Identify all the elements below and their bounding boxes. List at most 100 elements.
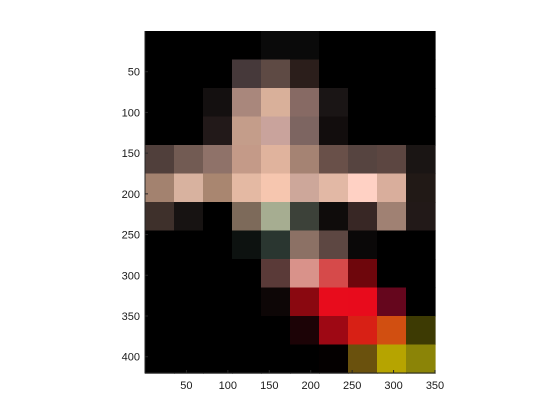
y-tick-label: 400 xyxy=(122,352,140,364)
heatmap-cell xyxy=(232,31,262,61)
heatmap-cell xyxy=(290,230,320,260)
heatmap-cell xyxy=(377,287,407,317)
heatmap-cell xyxy=(174,287,204,317)
x-tick-label: 300 xyxy=(384,380,402,392)
y-tick-label: 50 xyxy=(128,67,140,79)
heatmap-cell xyxy=(203,88,233,118)
heatmap-cell xyxy=(232,344,262,374)
heatmap-cell xyxy=(406,59,436,89)
heatmap-cell xyxy=(406,287,436,317)
heatmap-cell xyxy=(406,259,436,289)
heatmap-cell xyxy=(232,59,262,89)
heatmap-cell xyxy=(377,59,407,89)
heatmap-cell xyxy=(261,145,291,175)
heatmap-cell xyxy=(174,88,204,118)
heatmap-cell xyxy=(145,173,175,203)
heatmap-cell xyxy=(377,173,407,203)
heatmap-cell xyxy=(145,59,175,89)
heatmap-cell xyxy=(261,173,291,203)
heatmap-cell xyxy=(319,88,349,118)
heatmap-cell xyxy=(145,316,175,346)
heatmap-cell xyxy=(290,173,320,203)
y-tick-label: 200 xyxy=(122,189,140,201)
heatmap-cell xyxy=(348,230,378,260)
heatmap-cell xyxy=(145,259,175,289)
heatmap-cell xyxy=(145,116,175,146)
heatmap-cell xyxy=(290,88,320,118)
heatmap-cell xyxy=(290,316,320,346)
y-tick-label: 300 xyxy=(122,270,140,282)
heatmap-cell xyxy=(348,287,378,317)
heatmap-cell xyxy=(348,116,378,146)
axis-lines xyxy=(144,31,435,374)
heatmap-cell xyxy=(319,116,349,146)
heatmap-cell xyxy=(174,145,204,175)
heatmap-cell xyxy=(319,316,349,346)
y-tick-label: 150 xyxy=(122,148,140,160)
heatmap-cell xyxy=(174,259,204,289)
heatmap-cell xyxy=(406,145,436,175)
heatmap-cell xyxy=(261,344,291,374)
heatmap-cell xyxy=(261,259,291,289)
heatmap-cell xyxy=(406,316,436,346)
heatmap-cell xyxy=(145,287,175,317)
heatmap-cell xyxy=(348,145,378,175)
heatmap-cell xyxy=(348,259,378,289)
heatmap-cell xyxy=(290,202,320,232)
heatmap-cell xyxy=(203,59,233,89)
heatmap-cell xyxy=(174,173,204,203)
heatmap-cell xyxy=(261,31,291,61)
heatmap-cell xyxy=(232,145,262,175)
heatmap-cell xyxy=(232,202,262,232)
heatmap-cell xyxy=(261,287,291,317)
heatmap-cell xyxy=(145,230,175,260)
heatmap-cell xyxy=(290,344,320,374)
heatmap-cell xyxy=(145,344,175,374)
heatmap-cell xyxy=(232,88,262,118)
heatmap-cell xyxy=(319,230,349,260)
heatmap-cell xyxy=(377,230,407,260)
heatmap-cell xyxy=(377,88,407,118)
heatmap-cell xyxy=(319,145,349,175)
x-tick-label: 100 xyxy=(219,380,237,392)
axes: 50 100 150 200 250 300 350 50 100 150 200 250 300 350… xyxy=(122,31,444,392)
heatmap-cell xyxy=(203,116,233,146)
heatmap-cell xyxy=(174,202,204,232)
heatmap-cell xyxy=(203,31,233,61)
heatmap-cell xyxy=(232,316,262,346)
heatmap-cell xyxy=(406,31,436,61)
heatmap-cell xyxy=(290,31,320,61)
heatmap-cell xyxy=(174,31,204,61)
heatmap-cell xyxy=(377,202,407,232)
heatmap-cell xyxy=(203,259,233,289)
heatmap-cell xyxy=(406,202,436,232)
heatmap-cell xyxy=(377,259,407,289)
heatmap-cell xyxy=(174,344,204,374)
heatmap-cell xyxy=(348,316,378,346)
heatmap-cells xyxy=(145,31,436,374)
heatmap-cell xyxy=(261,316,291,346)
heatmap-cell xyxy=(406,88,436,118)
heatmap-cell xyxy=(203,145,233,175)
heatmap-cell xyxy=(203,230,233,260)
heatmap-cell xyxy=(377,31,407,61)
heatmap-cell xyxy=(348,88,378,118)
heatmap-cell xyxy=(145,145,175,175)
heatmap-cell xyxy=(348,202,378,232)
heatmap-cell xyxy=(203,287,233,317)
heatmap-cell xyxy=(319,287,349,317)
heatmap-cell xyxy=(348,344,378,374)
heatmap-cell xyxy=(232,287,262,317)
heatmap-cell xyxy=(348,31,378,61)
heatmap-cell xyxy=(319,202,349,232)
heatmap-cell xyxy=(174,230,204,260)
heatmap-cell xyxy=(406,173,436,203)
heatmap-cell xyxy=(203,316,233,346)
heatmap-cell xyxy=(145,202,175,232)
heatmap-cell xyxy=(174,316,204,346)
heatmap-cell xyxy=(261,116,291,146)
heatmap-cell xyxy=(377,316,407,346)
heatmap-cell xyxy=(319,59,349,89)
x-tick-label: 350 xyxy=(426,380,444,392)
